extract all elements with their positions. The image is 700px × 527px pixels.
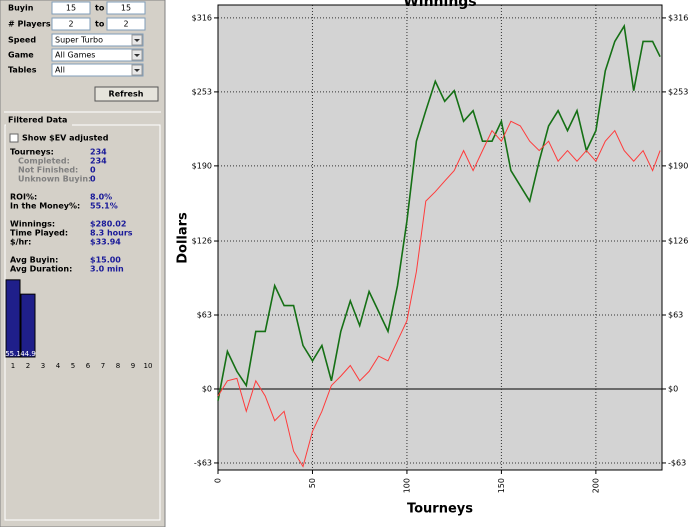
stat-value: 8.3 hours: [90, 229, 133, 238]
dropdown-arrow: [134, 54, 140, 57]
select-value: Super Turbo: [55, 36, 103, 45]
bar: [5, 279, 21, 358]
refresh-button[interactable]: [94, 86, 159, 102]
bar-category: 9: [131, 362, 135, 370]
stat-value: 3.0 min: [90, 265, 124, 274]
stat-value: $33.94: [90, 238, 121, 247]
y-tick-label: $63: [197, 311, 212, 320]
group-title: Filtered Data: [8, 116, 67, 125]
input[interactable]: [51, 1, 91, 15]
bar-category: 6: [86, 362, 91, 370]
bar: [20, 293, 36, 358]
y-tick-label: $63: [668, 311, 683, 320]
y-tick-label: $126: [192, 237, 212, 246]
x-tick-label: 200: [591, 478, 600, 493]
field-label: Game: [8, 51, 34, 60]
y-tick-label: -$63: [668, 458, 686, 467]
stat-value: 234: [90, 148, 107, 157]
dropdown-arrow: [134, 69, 140, 72]
stat-label: Not Finished:: [18, 166, 78, 175]
input-value: 2: [68, 20, 73, 29]
stat-label: Tourneys:: [10, 148, 54, 157]
input-value: 2: [123, 20, 128, 29]
stat-value: 0: [90, 175, 96, 184]
stat-value: $280.02: [90, 220, 126, 229]
x-tick-label: 0: [214, 478, 223, 483]
checkbox-label: Show $EV adjusted: [22, 134, 109, 143]
bar-category: 3: [41, 362, 45, 370]
stat-value: 55.1%: [90, 202, 118, 211]
stat-label: Avg Duration:: [10, 265, 72, 274]
bar-value: 44.9: [20, 350, 36, 358]
bar-category: 1: [11, 362, 15, 370]
y-tick-label: $190: [668, 161, 688, 170]
stat-label: Unknown Buyin:: [18, 175, 91, 184]
to-label: to: [95, 20, 105, 29]
field-label: Buyin: [8, 4, 34, 13]
bar-category: 8: [116, 362, 120, 370]
y-tick-label: $0: [202, 384, 212, 393]
stat-label: Winnings:: [10, 220, 55, 229]
x-tick-label: 100: [402, 478, 411, 493]
button-label: Refresh: [109, 90, 144, 99]
y-tick-label: -$63: [194, 458, 212, 467]
field-label: Speed: [8, 36, 36, 45]
stat-label: In the Money%:: [10, 202, 80, 211]
stat-value: $15.00: [90, 256, 121, 265]
x-tick-label: 50: [308, 478, 317, 488]
plot-border: [217, 4, 663, 471]
y-tick-label: $253: [668, 87, 688, 96]
field-label: Tables: [8, 66, 37, 75]
group-box: [4, 124, 161, 521]
series-line: [217, 120, 661, 468]
stat-value: 234: [90, 157, 107, 166]
bar-category: 7: [101, 362, 105, 370]
bar-category: 5: [71, 362, 75, 370]
stat-label: Avg Buyin:: [10, 256, 58, 265]
input-value: 15: [121, 4, 131, 13]
select-value: All Games: [55, 51, 95, 60]
select[interactable]: [51, 63, 144, 77]
select[interactable]: [51, 48, 144, 62]
y-tick-label: $0: [668, 384, 678, 393]
stat-label: ROI%:: [10, 193, 37, 202]
stat-value: 0: [90, 166, 96, 175]
stat-label: Time Played:: [10, 229, 68, 238]
bar-category: 4: [56, 362, 61, 370]
field-label: # Players: [8, 20, 51, 29]
plot-area: [218, 5, 662, 470]
stat-label: $/hr:: [10, 238, 31, 247]
to-label: to: [95, 4, 105, 13]
input-value: 15: [66, 4, 76, 13]
x-axis-label: Tourneys: [407, 502, 473, 517]
y-tick-label: $316: [668, 13, 688, 22]
bar-value: 55.1: [5, 350, 21, 358]
bar-category: 10: [144, 362, 153, 370]
group-title-bg: [6, 115, 72, 126]
y-tick-label: $126: [668, 237, 688, 246]
checkbox[interactable]: [9, 133, 19, 143]
select[interactable]: [51, 33, 144, 47]
y-tick-label: $253: [192, 87, 212, 96]
bar-category: 2: [26, 362, 30, 370]
series-line: [217, 23, 661, 401]
select-value: All: [55, 66, 65, 75]
input[interactable]: [106, 17, 146, 31]
stat-label: Completed:: [18, 157, 70, 166]
x-tick-label: 150: [497, 478, 506, 493]
y-tick-label: $190: [192, 161, 212, 170]
input[interactable]: [106, 1, 146, 15]
input[interactable]: [51, 17, 91, 31]
y-tick-label: $316: [192, 13, 212, 22]
y-axis-label: Dollars: [176, 212, 191, 264]
dropdown-arrow: [134, 39, 140, 42]
stat-value: 8.0%: [90, 193, 112, 202]
